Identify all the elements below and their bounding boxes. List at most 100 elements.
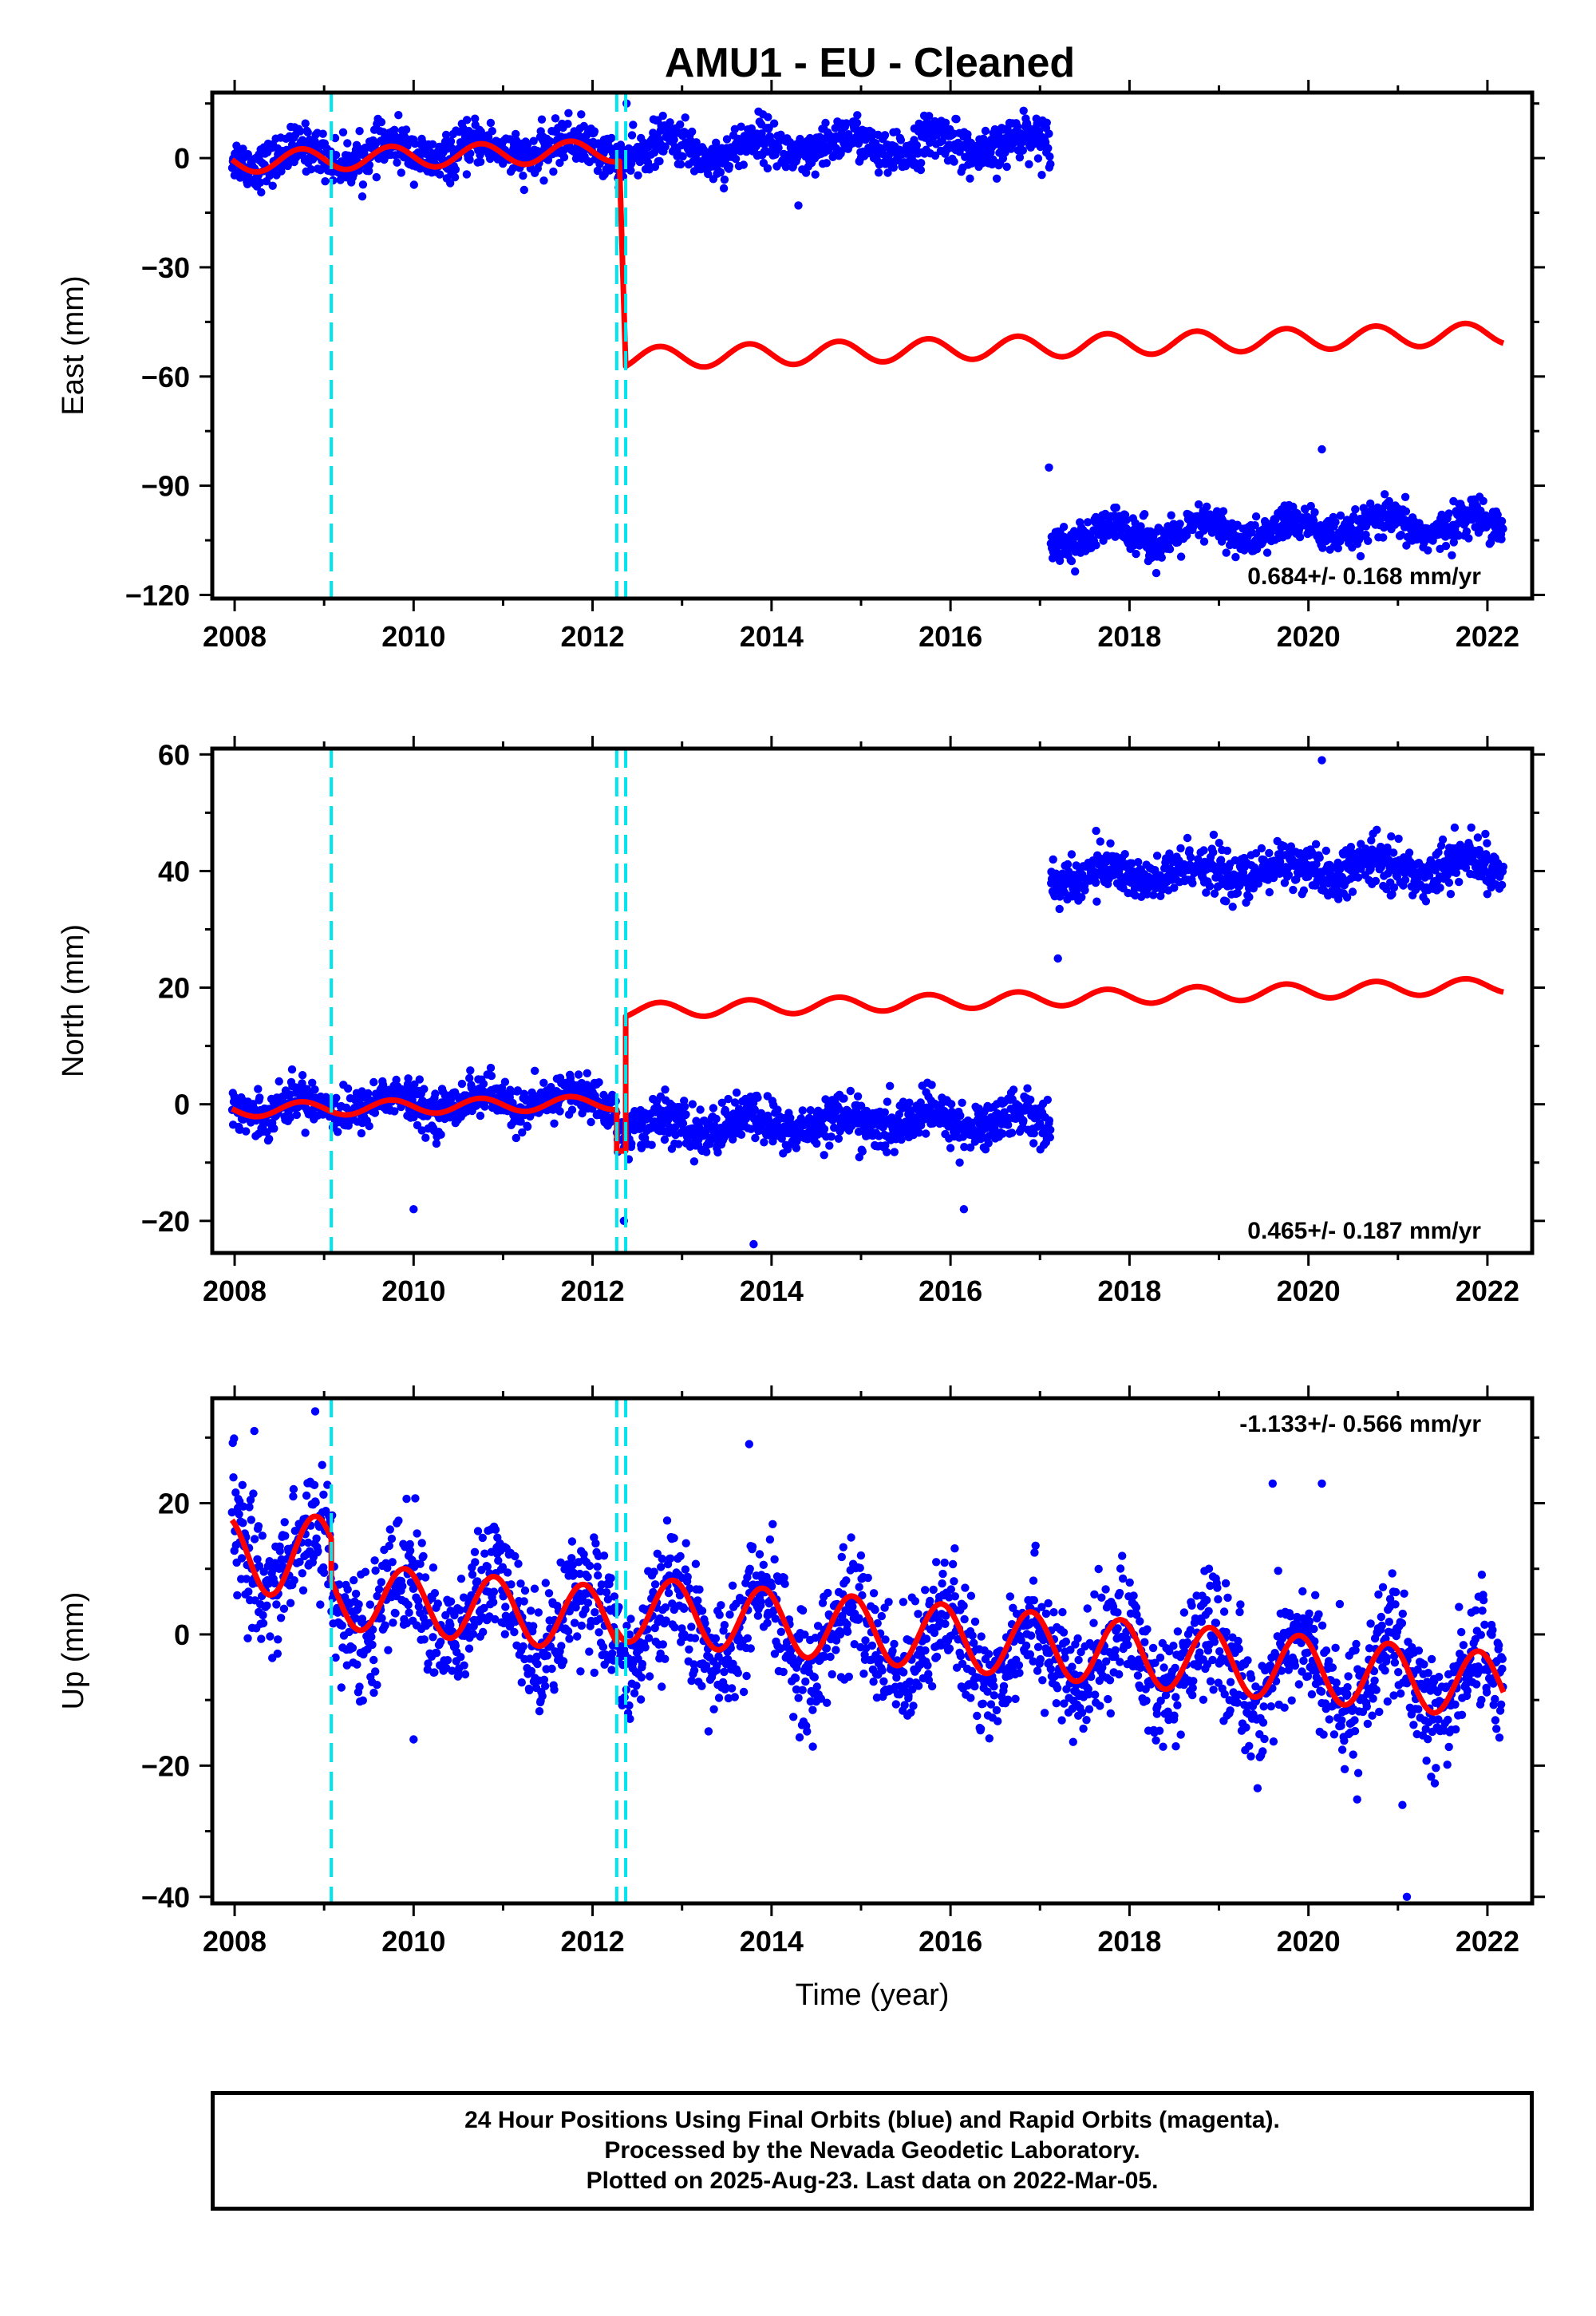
data-point [655, 156, 664, 166]
data-point [747, 124, 756, 133]
data-point [237, 1554, 247, 1563]
data-point [466, 1066, 475, 1075]
data-point [1186, 853, 1195, 862]
data-point [1444, 878, 1454, 887]
data-point [1448, 551, 1456, 559]
data-point [1436, 883, 1444, 892]
data-point [263, 1601, 271, 1611]
data-point [1194, 500, 1203, 509]
data-point [275, 1077, 283, 1086]
data-point [415, 1075, 424, 1084]
data-point [465, 156, 474, 164]
data-point [1497, 880, 1507, 890]
data-point [353, 1660, 361, 1669]
y-tick-label: 20 [158, 972, 190, 1005]
data-point [242, 1127, 251, 1136]
data-point [1037, 171, 1046, 180]
data-point [1331, 518, 1340, 527]
data-point [1312, 860, 1321, 869]
data-point [1170, 883, 1179, 892]
data-point [1212, 507, 1222, 516]
data-point [365, 1121, 373, 1131]
data-point [773, 1105, 782, 1114]
data-point [516, 1117, 525, 1126]
data-point [678, 1119, 688, 1128]
data-point [255, 1093, 264, 1102]
data-point [314, 1547, 322, 1555]
data-point [938, 136, 947, 145]
data-point [1353, 873, 1363, 882]
data-point [1167, 511, 1175, 520]
data-point [760, 1138, 768, 1147]
data-point [401, 125, 411, 134]
x-tick-label: 2018 [1097, 1275, 1161, 1307]
data-point [1025, 160, 1033, 168]
data-point [1202, 888, 1211, 897]
data-point [702, 1148, 711, 1156]
data-point [1333, 858, 1342, 868]
data-point [488, 127, 496, 136]
data-point [476, 157, 485, 166]
data-point [319, 1490, 328, 1500]
data-point [1092, 541, 1100, 550]
y-tick-label: 0 [174, 142, 190, 175]
data-point [1483, 839, 1491, 848]
data-point [543, 156, 553, 164]
data-point [549, 167, 558, 176]
data-point [1388, 890, 1396, 899]
data-point [280, 1518, 289, 1527]
data-point [1046, 160, 1055, 168]
data-point [1389, 883, 1399, 892]
data-point [1013, 122, 1022, 131]
data-point [365, 1600, 374, 1609]
data-point [519, 172, 527, 180]
data-point [354, 1600, 363, 1609]
data-point [955, 1158, 964, 1167]
data-point [917, 159, 926, 168]
data-point [857, 1101, 866, 1110]
data-point [1373, 825, 1381, 835]
data-point [1002, 162, 1011, 172]
data-point [1310, 508, 1319, 517]
data-point [550, 1119, 559, 1128]
data-point [298, 1071, 307, 1080]
data-point [1401, 507, 1411, 516]
data-point [539, 1078, 548, 1088]
data-point [1351, 505, 1360, 514]
data-point [892, 128, 901, 136]
data-point [230, 1434, 239, 1443]
data-point [1188, 879, 1197, 887]
data-point [462, 170, 472, 179]
data-point [1371, 876, 1381, 886]
data-point [310, 1085, 319, 1094]
data-point [764, 113, 772, 121]
data-point [712, 1114, 721, 1124]
data-point [889, 163, 899, 172]
data-point [247, 1516, 255, 1524]
y-tick-label: −60 [141, 361, 190, 393]
data-point [587, 1117, 595, 1127]
data-point [1336, 511, 1345, 520]
data-point [822, 159, 832, 168]
data-point [1379, 533, 1388, 542]
x-tick-label: 2008 [203, 1275, 267, 1307]
y-tick-label: 60 [158, 738, 190, 771]
data-point [634, 171, 642, 180]
data-point [880, 1108, 890, 1117]
data-point [431, 1089, 440, 1098]
data-point [371, 1667, 380, 1676]
data-point [323, 1480, 332, 1489]
data-point [806, 1106, 815, 1115]
data-point [559, 152, 569, 162]
data-point [330, 133, 340, 143]
data-point [792, 1144, 801, 1152]
data-point [1299, 886, 1309, 895]
data-point [258, 1531, 267, 1540]
data-point [1033, 154, 1043, 163]
data-point [1387, 832, 1396, 841]
data-point [244, 1587, 253, 1596]
data-point [286, 1113, 294, 1122]
data-point [295, 1557, 304, 1567]
data-point [249, 1489, 258, 1498]
data-point [984, 1139, 993, 1148]
